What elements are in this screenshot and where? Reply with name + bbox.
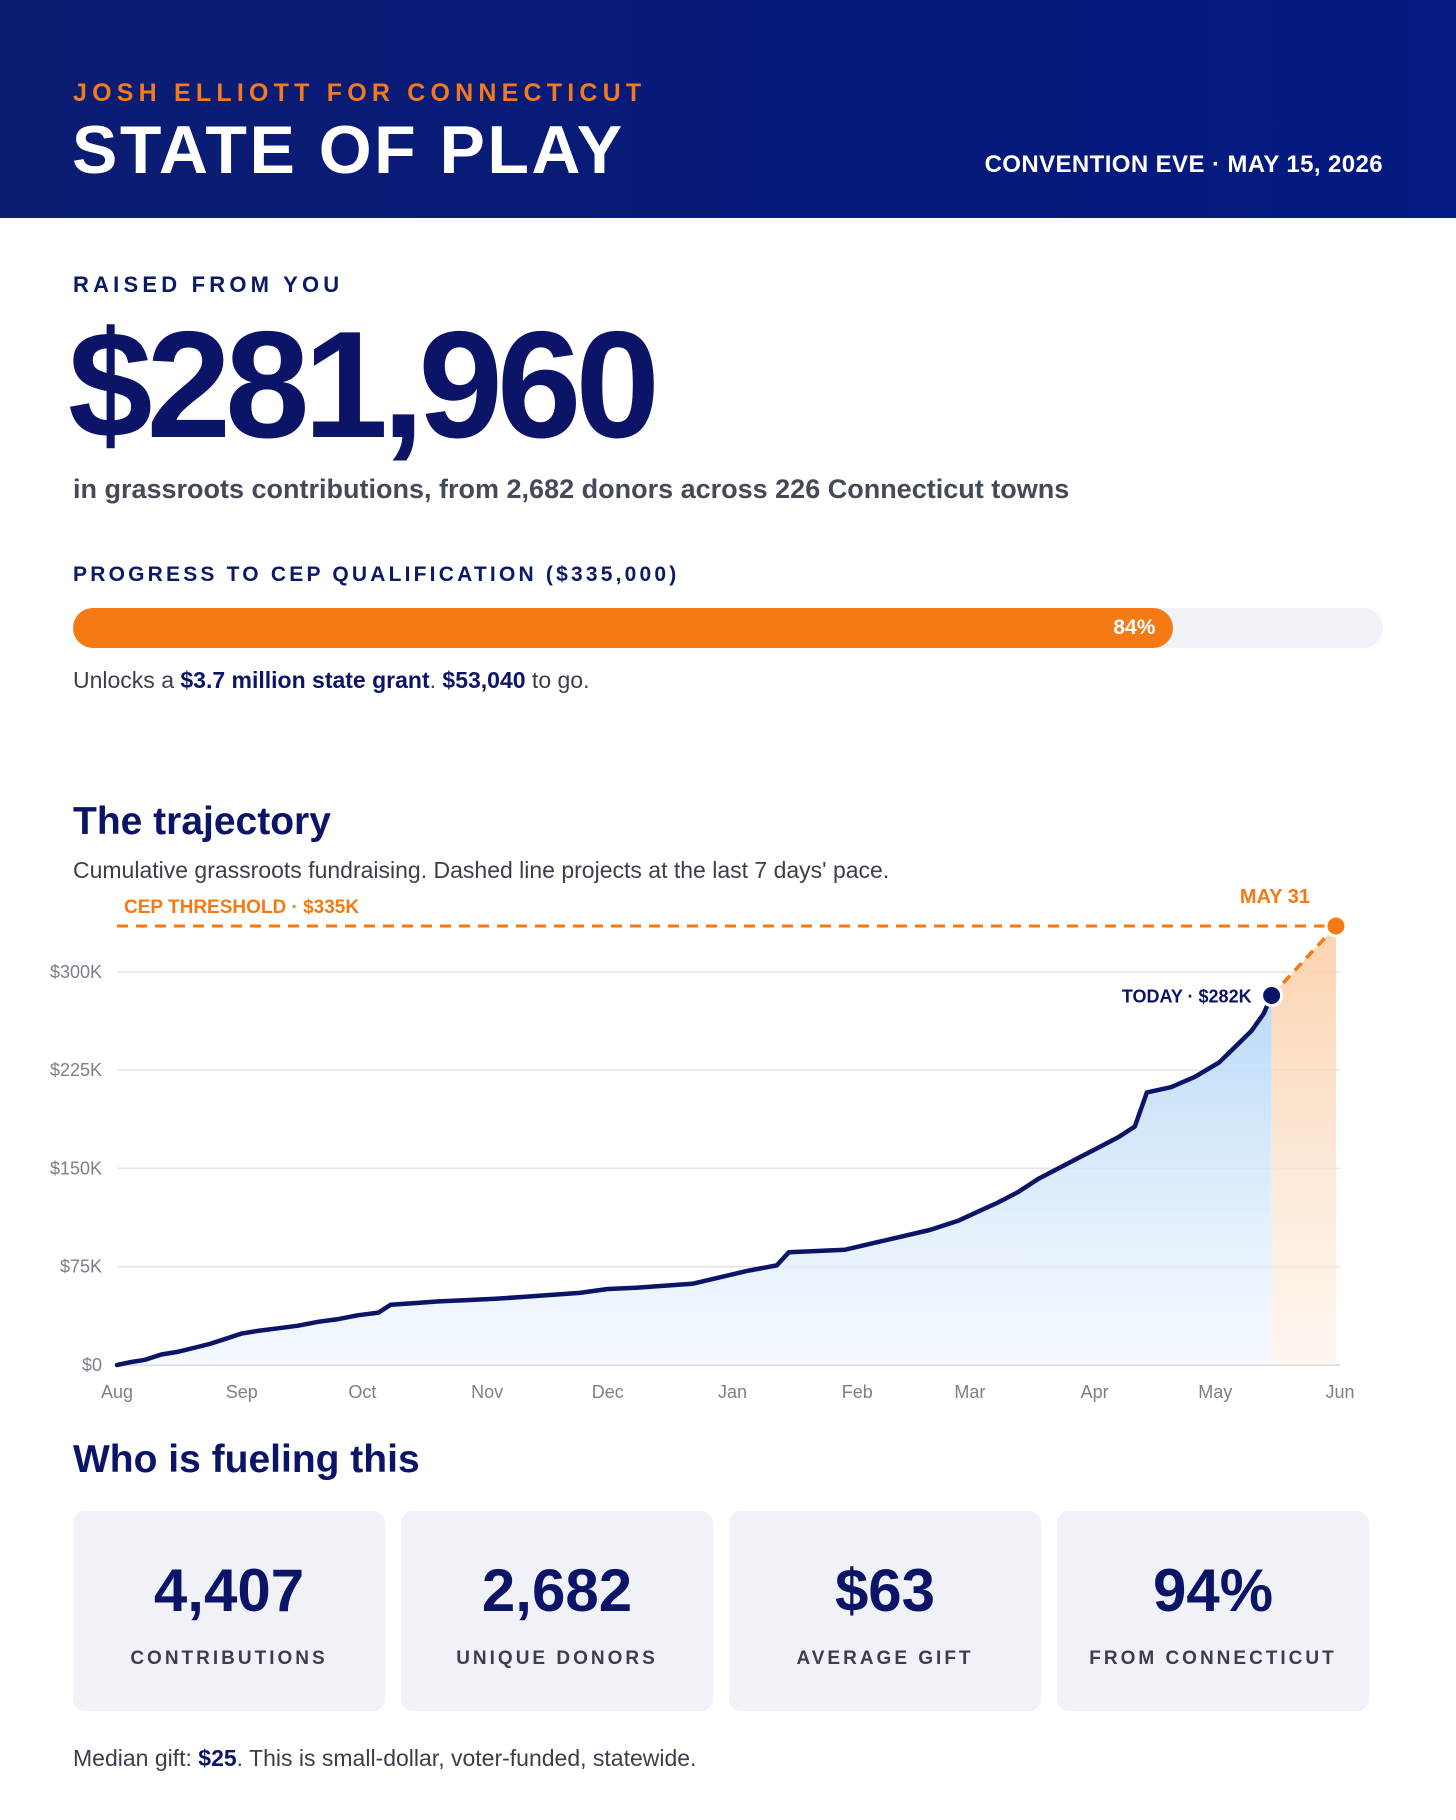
y-tick-label: $225K [50,1060,102,1080]
unlocks-suffix: to go. [525,667,590,693]
stat-label: UNIQUE DONORS [456,1648,658,1669]
raised-label: RAISED FROM YOU [73,272,344,297]
x-tick-label: Sep [226,1382,258,1402]
x-tick-label: Apr [1081,1382,1109,1402]
unlocks-prefix: Unlocks a [73,667,181,693]
stat-value: 4,407 [153,1557,305,1624]
y-tick-label: $75K [60,1257,102,1277]
x-tick-label: May [1198,1382,1232,1402]
today-point [1260,984,1284,1008]
series-area [117,995,1272,1365]
raised-subtitle: in grassroots contributions, from 2,682 … [73,474,1070,504]
raised-amount: $281,960 [68,300,660,470]
x-tick-label: Feb [842,1382,873,1402]
y-tick-label: $300K [50,962,102,982]
median-note: Median gift: $25. This is small-dollar, … [73,1745,696,1772]
y-tick-label: $0 [82,1355,102,1375]
today-label: TODAY · $282K [1122,987,1252,1007]
series-line [114,993,1274,1368]
dateline: CONVENTION EVE · MAY 15, 2026 [984,151,1383,178]
median-prefix: Median gift: [73,1745,199,1771]
trajectory-title: The trajectory [73,800,331,843]
fueling-title: Who is fueling this [73,1438,420,1481]
unlocks-mid: . [429,667,443,693]
x-tick-label: Jan [718,1382,747,1402]
stat-card-connecticut: 94% FROM CONNECTICUT [1057,1511,1369,1711]
stat-value: $63 [834,1557,936,1624]
grant-amount: $3.7 million state grant [180,667,430,693]
stat-card-average-gift: $63 AVERAGE GIFT [729,1511,1041,1711]
x-tick-label: Oct [348,1382,376,1402]
trajectory-chart: $0 $75K $150K $225K $300K Aug Sep Oct Nov Dec Jan F… [50,886,1355,1402]
progress-fill: 84% [73,608,1174,648]
threshold-label: CEP THRESHOLD · $335K [124,897,359,918]
trajectory-subtitle: Cumulative grassroots fundraising. Dashe… [73,857,890,883]
stat-label: CONTRIBUTIONS [130,1648,328,1669]
x-tick-label: Dec [592,1382,624,1402]
x-tick-label: Jun [1325,1382,1354,1402]
y-tick-label: $150K [50,1158,102,1178]
x-tick-label: Aug [101,1382,133,1402]
projection-point [1324,914,1348,938]
x-tick-label: Mar [954,1382,985,1402]
unlocks-text: Unlocks a $3.7 million state grant. $53,… [73,667,589,694]
stat-value: 94% [1152,1557,1274,1624]
remaining-amount: $53,040 [442,667,526,693]
projection-area [1271,926,1336,1365]
stat-card-contributions: 4,407 CONTRIBUTIONS [73,1511,385,1711]
page-header: JOSH ELLIOTT FOR CONNECTICUT STATE OF PL… [0,0,1456,218]
campaign-name: JOSH ELLIOTT FOR CONNECTICUT [73,79,647,107]
page-title: STATE OF PLAY [72,112,625,188]
progress-bar: 84% [73,608,1383,648]
stat-label: AVERAGE GIFT [796,1648,974,1669]
stat-card-donors: 2,682 UNIQUE DONORS [401,1511,713,1711]
stat-value: 2,682 [481,1557,633,1624]
stat-label: FROM CONNECTICUT [1089,1648,1337,1669]
progress-percent: 84% [1113,616,1156,639]
median-suffix: . This is small-dollar, voter-funded, st… [236,1745,697,1771]
projection-label: MAY 31 [1240,886,1310,908]
median-value: $25 [198,1745,237,1771]
progress-label: PROGRESS TO CEP QUALIFICATION ($335,000) [73,563,680,586]
x-tick-label: Nov [471,1382,503,1402]
